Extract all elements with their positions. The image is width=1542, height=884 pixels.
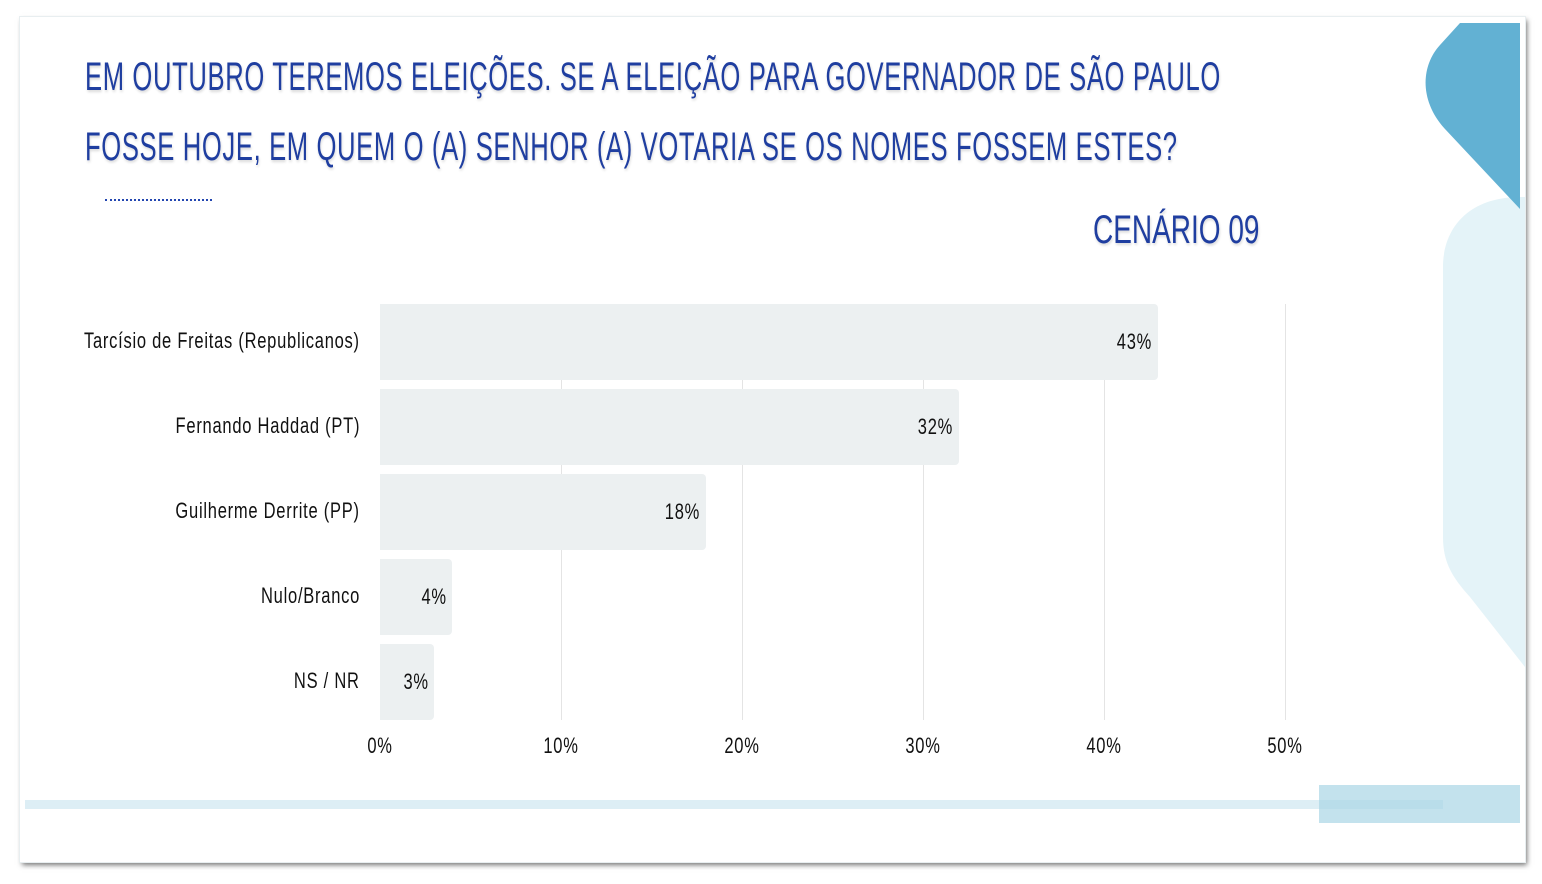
bar — [380, 559, 453, 635]
data-label: 4% — [421, 584, 447, 609]
deco-footer-line — [25, 800, 1443, 809]
data-label: 43% — [1117, 329, 1153, 354]
data-label: 18% — [664, 499, 700, 524]
category-label: Fernando Haddad (PT) — [175, 413, 360, 438]
category-label: Guilherme Derrite (PP) — [175, 498, 360, 523]
decoration-shapes — [25, 23, 1525, 823]
deco-dark-shape — [1425, 23, 1520, 209]
category-label: Nulo/Branco — [260, 583, 360, 608]
x-tick-label: 10% — [543, 733, 579, 758]
deco-light-shape — [1443, 197, 1525, 667]
title-line-2: FOSSE HOJE, EM QUEM O (A) SENHOR (A) VOT… — [85, 125, 1178, 169]
bar — [380, 389, 960, 465]
gridline — [1104, 304, 1105, 720]
title-line-1: EM OUTUBRO TEREMOS ELEIÇÕES. SE A ELEIÇÃ… — [85, 55, 1221, 99]
gridline — [1285, 304, 1286, 720]
x-tick-label: 50% — [1267, 733, 1303, 758]
data-label: 3% — [402, 669, 429, 694]
x-tick-label: 40% — [1086, 733, 1122, 758]
bar — [380, 304, 1159, 380]
deco-footer-block — [1319, 785, 1520, 823]
category-label: NS / NR — [294, 668, 360, 693]
x-tick-label: 20% — [724, 733, 760, 758]
x-tick-label: 30% — [905, 733, 941, 758]
page-title: EM OUTUBRO TEREMOS ELEIÇÕES. SE A ELEIÇÃ… — [85, 42, 1221, 182]
x-tick-label: 0% — [367, 733, 393, 758]
category-label: Tarcísio de Freitas (Republicanos) — [84, 328, 360, 353]
bar — [380, 474, 706, 550]
gridline — [923, 304, 924, 720]
dotted-divider — [105, 199, 212, 201]
gridline — [742, 304, 743, 720]
scenario-label: CENÁRIO 09 — [1093, 208, 1260, 252]
data-label: 32% — [917, 414, 954, 439]
bar — [380, 644, 435, 720]
